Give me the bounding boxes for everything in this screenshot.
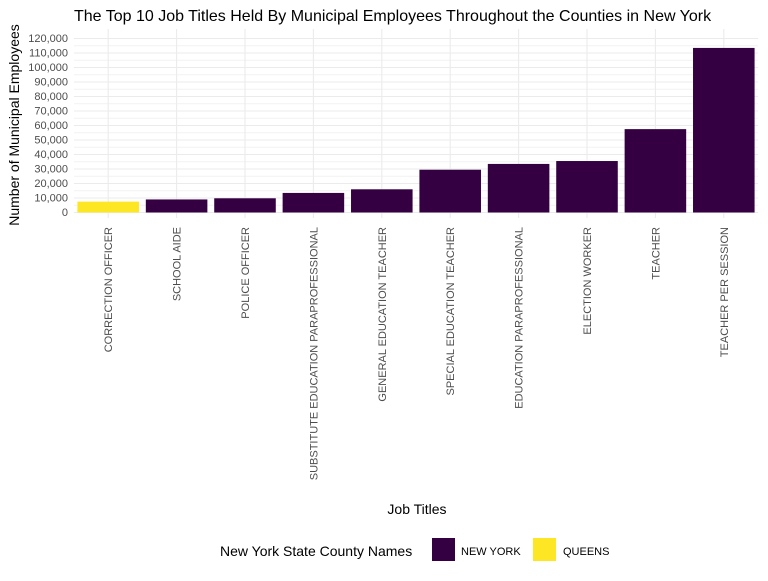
y-tick-label: 80,000 [34, 91, 68, 103]
y-tick-label: 10,000 [34, 193, 68, 205]
bar [214, 198, 276, 213]
x-tick-label: TEACHER [650, 227, 662, 280]
x-tick-label: SPECIAL EDUCATION TEACHER [445, 227, 457, 396]
chart-title: The Top 10 Job Titles Held By Municipal … [74, 8, 712, 25]
legend-key [432, 538, 455, 561]
y-tick-label: 20,000 [34, 178, 68, 190]
y-tick-label: 50,000 [34, 135, 68, 147]
x-tick-label: CORRECTION OFFICER [103, 227, 115, 352]
bar [624, 129, 687, 213]
y-tick-label: 100,000 [28, 62, 68, 74]
x-tick-label: TEACHER PER SESSION [719, 227, 731, 357]
x-tick-label: GENERAL EDUCATION TEACHER [377, 227, 389, 402]
x-tick-label: POLICE OFFICER [240, 227, 252, 319]
x-axis-label: Job Titles [387, 501, 446, 517]
bar [487, 163, 550, 213]
x-tick-label: SCHOOL AIDE [172, 227, 184, 301]
legend-entries: NEW YORK QUEENS [432, 538, 609, 561]
y-axis-label: Number of Municipal Employees [6, 24, 22, 226]
legend-label: NEW YORK [461, 546, 521, 558]
x-tick-label: EDUCATION PARAPROFESSIONAL [514, 227, 526, 409]
bar [556, 161, 618, 213]
y-tick-label: 90,000 [34, 77, 68, 89]
y-axis-ticks: 0 10,000 20,000 30,000 40,000 50,000 60,000 70,… [28, 33, 68, 219]
legend-label: QUEENS [563, 546, 609, 558]
y-tick-label: 110,000 [29, 48, 68, 60]
y-tick-label: 30,000 [34, 164, 68, 176]
bar [693, 47, 755, 213]
legend-key [533, 538, 556, 561]
y-tick-label: 40,000 [34, 149, 68, 161]
y-tick-label: 120,000 [28, 33, 68, 45]
y-tick-label: 60,000 [34, 120, 68, 132]
y-tick-label: 0 [62, 207, 68, 219]
bar [77, 201, 139, 213]
legend-title: New York State County Names [220, 543, 412, 559]
bars-layer [77, 47, 755, 213]
bar [145, 199, 208, 213]
x-tick-label: ELECTION WORKER [582, 227, 594, 335]
x-tick-label: SUBSTITUTE EDUCATION PARAPROFESSIONAL [308, 227, 320, 480]
bar [351, 189, 413, 213]
y-tick-label: 70,000 [34, 106, 68, 118]
bar [419, 169, 481, 213]
bar [282, 192, 345, 213]
legend: New York State County Names NEW YORK QUEE… [220, 538, 609, 561]
x-axis-ticks: CORRECTION OFFICER SCHOOL AIDE POLICE OFFI… [103, 227, 731, 480]
